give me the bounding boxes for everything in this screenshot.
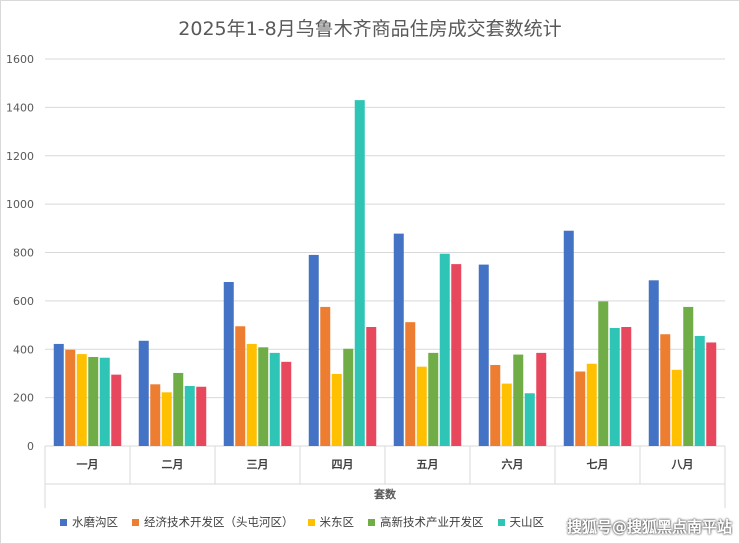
bar-6-6	[536, 352, 547, 446]
bar-6-7	[621, 326, 632, 446]
bar-4-8	[683, 306, 694, 446]
bar-6-4	[366, 326, 377, 446]
watermark: 搜狐号@搜狐黑点南平站	[566, 518, 732, 536]
y-tick-label: 400	[13, 343, 34, 356]
y-tick-label: 0	[27, 440, 34, 453]
chart-title: 2025年1-8月乌鲁木齐商品住房成交套数统计	[178, 18, 562, 40]
bar-3-4	[331, 373, 342, 446]
bar-4-5	[428, 352, 439, 446]
bar-2-8	[660, 334, 671, 446]
bar-1-8	[648, 280, 659, 446]
bar-4-6	[513, 354, 524, 446]
bar-5-2	[184, 386, 195, 446]
bar-1-7	[563, 230, 574, 446]
bar-3-6	[501, 383, 512, 446]
bar-2-5	[405, 322, 416, 446]
bar-6-2	[196, 386, 207, 446]
bar-1-1	[53, 343, 64, 446]
legend-swatch	[307, 518, 315, 526]
bar-3-7	[586, 363, 597, 446]
bar-4-2	[173, 372, 184, 446]
x-tick-label: 六月	[502, 457, 524, 471]
bar-chart: 0 200 400 600 800 1000 1200 1400 1600 一月 二月 三月 四月 五月…	[6, 53, 726, 508]
bar-6-8	[706, 342, 717, 446]
bar-3-1	[76, 354, 87, 446]
legend-swatch	[132, 518, 139, 526]
bar-5-6	[524, 393, 535, 446]
bar-6-5	[451, 264, 462, 446]
legend-swatch	[368, 518, 375, 526]
y-tick-label: 1400	[6, 101, 34, 114]
bar-2-4	[320, 306, 331, 446]
legend-label: 米东区	[319, 515, 355, 529]
bar-6-3	[281, 361, 292, 446]
bar-1-4	[308, 254, 319, 446]
bar-5-5	[439, 253, 450, 446]
bar-4-1	[88, 356, 99, 446]
legend-item: 经济技术开发区（头屯河区）	[132, 514, 294, 530]
y-tick-label: 1000	[6, 198, 34, 211]
bar-1-6	[478, 264, 489, 446]
bar-4-7	[598, 301, 609, 446]
x-tick-labels: 一月 二月 三月 四月 五月 六月 七月 八月	[44, 446, 726, 508]
bars	[53, 100, 717, 447]
y-tick-label: 200	[13, 392, 34, 405]
bar-5-4	[354, 100, 365, 447]
legend-label: 水磨沟区	[72, 515, 118, 529]
legend-item: 高新技术产业开发区	[368, 514, 484, 530]
legend-item: 天山区	[497, 514, 545, 530]
x-tick-label: 一月	[77, 458, 99, 471]
legend-item: 米东区	[307, 514, 355, 530]
legend-label: 经济技术开发区（头屯河区）	[144, 515, 294, 529]
bar-3-5	[416, 366, 427, 446]
bar-2-6	[490, 364, 501, 446]
bar-1-3	[223, 282, 234, 446]
legend-label: 天山区	[509, 515, 545, 529]
x-tick-label: 三月	[247, 458, 269, 471]
bar-5-1	[99, 357, 110, 446]
legend-label: 高新技术产业开发区	[380, 515, 484, 529]
x-tick-label: 七月	[587, 457, 609, 471]
bar-5-3	[269, 352, 280, 446]
x-tick-label: 二月	[162, 458, 184, 471]
bar-2-7	[575, 371, 586, 446]
y-tick-label: 1600	[6, 53, 34, 66]
bar-2-3	[235, 326, 246, 446]
bar-3-8	[671, 369, 682, 446]
bar-5-7	[609, 327, 620, 446]
bar-4-4	[343, 348, 354, 446]
y-tick-label: 600	[13, 295, 34, 308]
x-tick-label: 四月	[332, 458, 354, 471]
y-tick-labels: 0 200 400 600 800 1000 1200 1400 1600	[6, 53, 34, 453]
bar-2-2	[150, 384, 161, 446]
y-tick-label: 1200	[6, 150, 34, 163]
x-axis-label: 套数	[374, 487, 397, 501]
legend-swatch	[60, 518, 67, 526]
bar-1-5	[393, 233, 404, 446]
legend-item: 水磨沟区	[60, 514, 118, 530]
bar-5-8	[694, 335, 705, 446]
bar-1-2	[138, 340, 149, 446]
bar-3-3	[246, 343, 257, 446]
gridlines	[45, 58, 725, 447]
bar-4-3	[258, 347, 269, 446]
y-tick-label: 800	[13, 247, 34, 260]
x-tick-label: 五月	[417, 458, 439, 471]
x-tick-label: 八月	[671, 458, 694, 471]
bar-3-2	[161, 392, 172, 446]
bar-2-1	[65, 349, 76, 446]
legend: 水磨沟区 经济技术开发区（头屯河区） 米东区 高新技术产业开发区 天山区	[60, 514, 558, 532]
legend-swatch	[497, 518, 505, 526]
bar-6-1	[111, 374, 122, 446]
